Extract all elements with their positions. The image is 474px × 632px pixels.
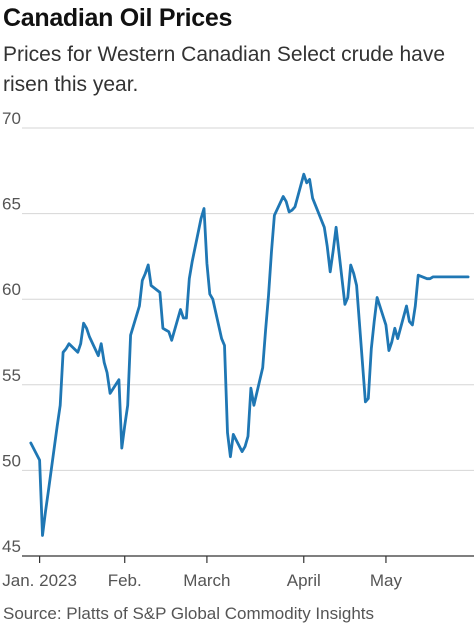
chart-title: Canadian Oil Prices: [3, 4, 233, 32]
x-tick-label: Feb.: [108, 571, 142, 590]
x-axis-ticks: Jan. 2023 Feb. March April May: [2, 556, 403, 590]
y-tick-label-60: 60: [2, 280, 21, 299]
gridlines: [22, 127, 474, 471]
y-tick-label-50: 50: [2, 451, 21, 470]
x-tick-label: Jan. 2023: [2, 571, 77, 590]
source-note: Source: Platts of S&P Global Commodity I…: [3, 604, 375, 623]
x-tick-label: April: [287, 571, 321, 590]
chart-subtitle: Prices for Western Canadian Select crude…: [3, 43, 446, 96]
price-series-line: [29, 172, 470, 537]
x-tick-label: March: [183, 571, 230, 590]
y-tick-label-55: 55: [2, 366, 21, 385]
y-tick-label-70: 70: [2, 109, 21, 128]
x-tick-label: May: [370, 571, 403, 590]
y-tick-label-65: 65: [2, 195, 21, 214]
y-tick-label-45: 45: [2, 537, 21, 556]
y-axis-tick-labels: 45 50 55 60 65 70: [2, 109, 21, 556]
